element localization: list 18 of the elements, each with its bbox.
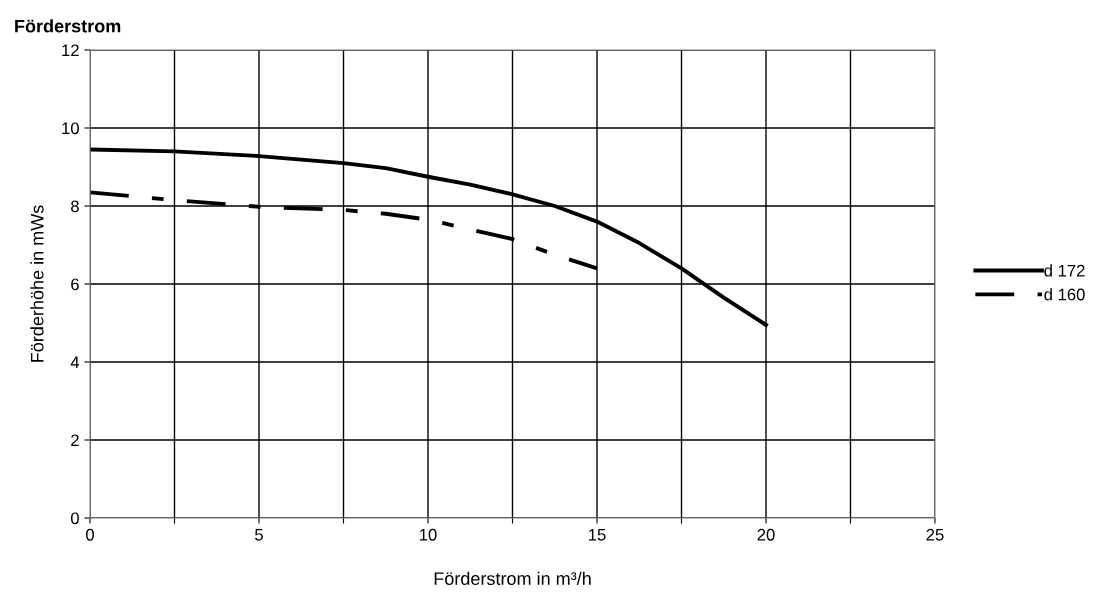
- x-tick-label: 10: [420, 528, 437, 541]
- y-tick-label: 0: [70, 512, 79, 525]
- x-tick-label: 25: [926, 528, 944, 541]
- chart-title: Förderstrom: [15, 19, 121, 33]
- y-tick-label: 6: [71, 278, 79, 291]
- y-tick-label: 2: [71, 434, 79, 447]
- x-tick-label: 20: [757, 528, 775, 541]
- y-tick-label: 8: [71, 200, 79, 213]
- y-tick-label: 12: [62, 44, 79, 57]
- legend-label: d 172: [1044, 264, 1085, 277]
- x-axis-title: Förderstrom in m³/h: [434, 571, 591, 585]
- x-tick-label: 5: [255, 529, 263, 541]
- y-tick-label: 10: [62, 122, 79, 135]
- x-tick-label: 15: [589, 529, 606, 541]
- y-tick-label: 4: [70, 356, 80, 369]
- legend-label: d 160: [1044, 288, 1085, 301]
- x-tick-label: 0: [86, 528, 94, 541]
- y-axis-title: Förderhöhe in mWs: [30, 205, 44, 362]
